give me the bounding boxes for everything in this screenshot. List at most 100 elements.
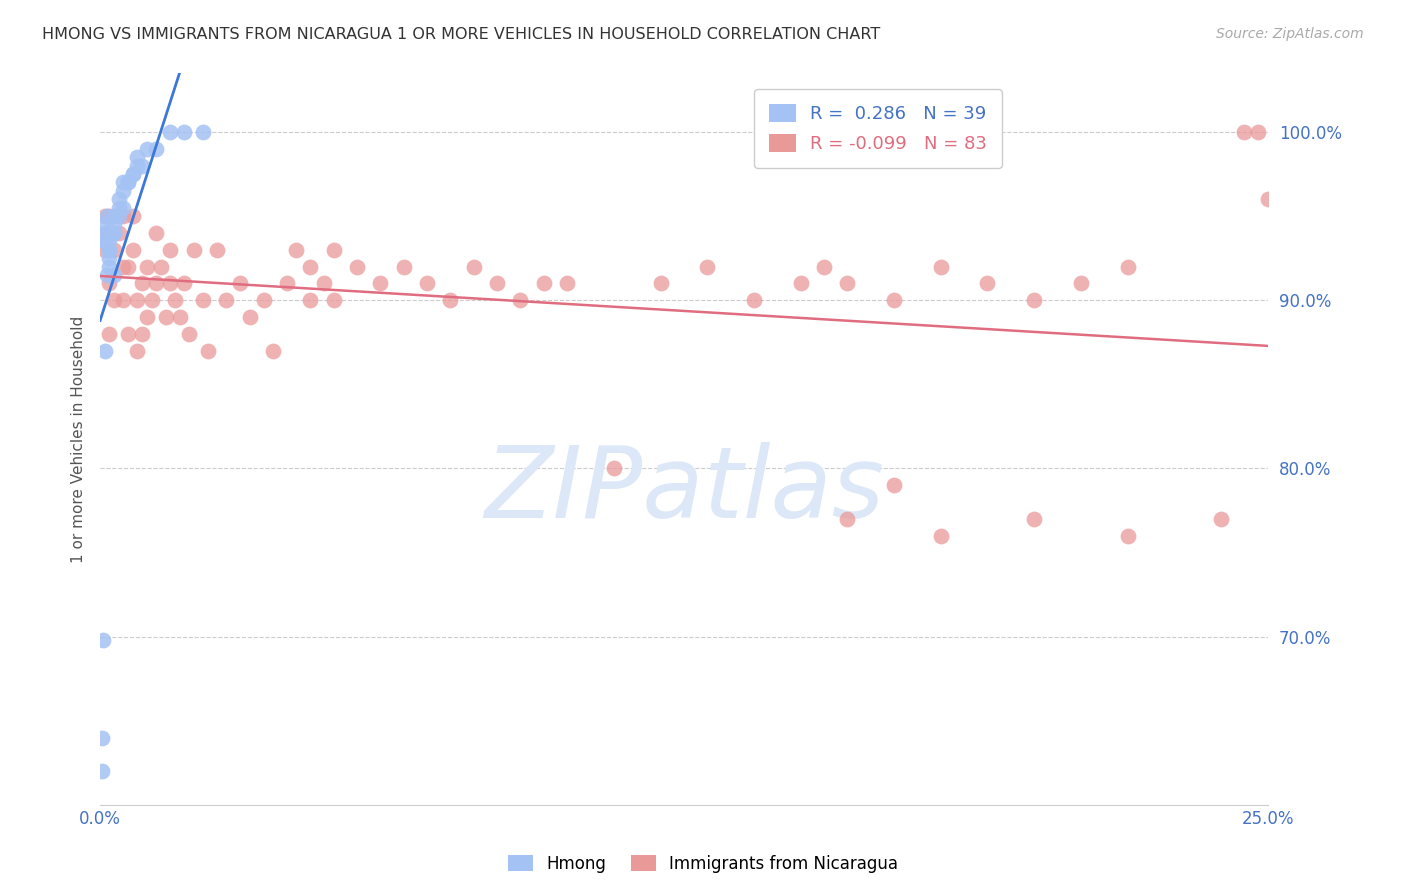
Point: [392, 260, 415, 274]
Point: [108, 226, 131, 240]
Point: [252, 293, 274, 308]
Point: [112, 293, 135, 308]
Point: [141, 293, 163, 308]
Point: [262, 343, 284, 358]
Point: [813, 260, 835, 274]
Point: [1209, 512, 1232, 526]
Point: [135, 310, 157, 324]
Point: [98, 226, 121, 240]
Point: [486, 277, 509, 291]
Point: [94, 243, 117, 257]
Legend: R =  0.286   N = 39, R = -0.099   N = 83: R = 0.286 N = 39, R = -0.099 N = 83: [755, 89, 1002, 168]
Point: [108, 192, 131, 206]
Point: [173, 277, 195, 291]
Point: [197, 343, 219, 358]
Point: [121, 167, 143, 181]
Point: [135, 142, 157, 156]
Point: [98, 260, 121, 274]
Point: [91, 731, 114, 745]
Point: [131, 326, 153, 341]
Point: [112, 175, 135, 189]
Point: [103, 268, 125, 282]
Point: [135, 260, 157, 274]
Point: [1116, 260, 1139, 274]
Point: [976, 277, 998, 291]
Point: [96, 209, 118, 223]
Point: [650, 277, 672, 291]
Point: [112, 209, 135, 223]
Point: [370, 277, 392, 291]
Point: [94, 209, 117, 223]
Legend: Hmong, Immigrants from Nicaragua: Hmong, Immigrants from Nicaragua: [501, 848, 905, 880]
Point: [555, 277, 578, 291]
Point: [98, 243, 121, 257]
Point: [121, 167, 143, 181]
Point: [94, 218, 117, 232]
Point: [509, 293, 531, 308]
Point: [117, 175, 139, 189]
Point: [98, 234, 121, 248]
Point: [742, 293, 765, 308]
Point: [837, 277, 859, 291]
Point: [155, 310, 177, 324]
Point: [145, 277, 167, 291]
Point: [103, 209, 125, 223]
Point: [108, 201, 131, 215]
Point: [276, 277, 298, 291]
Point: [117, 260, 139, 274]
Point: [314, 277, 336, 291]
Point: [322, 293, 344, 308]
Point: [121, 209, 143, 223]
Point: [103, 243, 125, 257]
Point: [837, 512, 859, 526]
Y-axis label: 1 or more Vehicles in Household: 1 or more Vehicles in Household: [72, 316, 86, 563]
Point: [239, 310, 262, 324]
Point: [145, 226, 167, 240]
Point: [98, 326, 121, 341]
Point: [285, 243, 308, 257]
Point: [112, 184, 135, 198]
Point: [94, 234, 117, 248]
Point: [103, 209, 125, 223]
Text: Source: ZipAtlas.com: Source: ZipAtlas.com: [1216, 27, 1364, 41]
Point: [1024, 293, 1046, 308]
Point: [439, 293, 461, 308]
Point: [96, 268, 118, 282]
Point: [191, 125, 214, 139]
Point: [463, 260, 485, 274]
Point: [229, 277, 252, 291]
Point: [94, 234, 117, 248]
Point: [1257, 192, 1279, 206]
Point: [93, 633, 115, 648]
Point: [159, 277, 181, 291]
Point: [533, 277, 555, 291]
Point: [131, 159, 153, 173]
Point: [159, 125, 181, 139]
Point: [91, 764, 114, 779]
Point: [1116, 529, 1139, 543]
Point: [112, 260, 135, 274]
Point: [173, 125, 195, 139]
Point: [98, 251, 121, 265]
Point: [929, 529, 952, 543]
Point: [103, 226, 125, 240]
Point: [117, 326, 139, 341]
Point: [789, 277, 811, 291]
Point: [205, 243, 228, 257]
Point: [929, 260, 952, 274]
Point: [163, 293, 186, 308]
Point: [299, 293, 322, 308]
Point: [159, 243, 181, 257]
Point: [145, 142, 167, 156]
Point: [883, 478, 905, 492]
Point: [603, 461, 626, 475]
Point: [883, 293, 905, 308]
Point: [98, 243, 121, 257]
Point: [94, 343, 117, 358]
Text: HMONG VS IMMIGRANTS FROM NICARAGUA 1 OR MORE VEHICLES IN HOUSEHOLD CORRELATION C: HMONG VS IMMIGRANTS FROM NICARAGUA 1 OR …: [42, 27, 880, 42]
Point: [215, 293, 238, 308]
Point: [169, 310, 191, 324]
Point: [103, 226, 125, 240]
Point: [117, 175, 139, 189]
Point: [149, 260, 172, 274]
